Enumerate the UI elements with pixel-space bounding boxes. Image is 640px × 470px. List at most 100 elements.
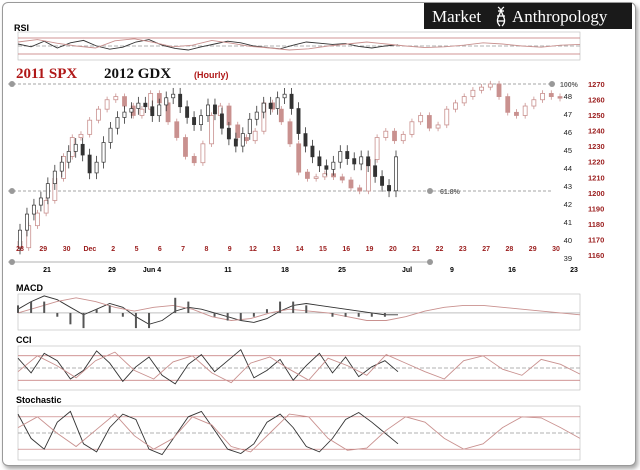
top-date-label: 15 <box>319 246 327 253</box>
gdx-candle-body <box>380 176 385 186</box>
bottom-date-label: 29 <box>108 267 116 274</box>
gdx-candle-body <box>59 161 64 172</box>
gdx-candle-body <box>52 170 57 185</box>
spx-candle-body <box>305 171 310 179</box>
spx-candle-body <box>69 137 75 157</box>
logo-background <box>424 3 632 29</box>
gdx-candle-body <box>73 143 78 152</box>
chart-frame <box>2 2 636 466</box>
spx-candle-body <box>174 121 180 138</box>
top-date-label: 2 <box>111 246 115 253</box>
spx-candle-body <box>296 143 302 173</box>
gdx-candle-body <box>324 165 329 170</box>
top-date-label: 30 <box>552 246 560 253</box>
spx-candle-body <box>191 156 197 164</box>
spx-candle-body <box>165 102 171 123</box>
rsi-series-line <box>17 38 581 51</box>
gdx-candle-body <box>25 213 29 231</box>
cci-series-line <box>17 351 581 384</box>
top-date-label: 16 <box>342 246 350 253</box>
bottom-date-label: 18 <box>281 267 289 274</box>
spx-candle-body <box>104 99 110 110</box>
gdx-axis-label: 40 <box>564 236 572 245</box>
top-date-label: 19 <box>366 246 374 253</box>
spx-candle-body <box>313 176 319 179</box>
spx-candle-body <box>87 119 93 135</box>
bottom-date-label: 11 <box>224 267 232 274</box>
gdx-candle-body <box>199 115 203 125</box>
fib-level-label: 100% <box>560 82 579 89</box>
spx-candle-body <box>392 130 397 142</box>
spx-candle-body <box>548 93 554 97</box>
top-date-label: 30 <box>63 246 71 253</box>
spx-candle-body <box>278 108 284 123</box>
spx-candle-body <box>470 89 476 97</box>
bottom-date-label: 21 <box>43 267 51 274</box>
top-date-label: 20 <box>389 246 397 253</box>
spx-candle-body <box>78 133 84 138</box>
gdx-candle-body <box>268 102 273 109</box>
gdx-candle-body <box>233 138 238 147</box>
spx-candle-body <box>461 96 467 104</box>
top-date-label: 8 <box>204 246 208 253</box>
gdx-candle-body <box>122 111 127 118</box>
spx-candle-body <box>244 137 249 142</box>
gdx-candle-body <box>80 143 85 156</box>
top-date-label: 28 <box>505 246 513 253</box>
spx-candle-body <box>43 200 49 214</box>
spx-axis-label: 1170 <box>588 235 604 244</box>
gdx-axis-label: 43 <box>564 182 572 191</box>
macd-series-line <box>17 297 581 321</box>
gdx-candle-body <box>226 127 231 140</box>
bottom-date-label: 23 <box>570 267 578 274</box>
gdx-candle-body <box>296 108 301 134</box>
spx-axis-label: 1190 <box>588 204 604 213</box>
gdx-candle-body <box>387 185 391 192</box>
spx-candle-body <box>453 102 458 110</box>
gdx-candle-body <box>282 93 287 99</box>
gdx-candle-body <box>45 183 50 199</box>
spx-candle-body <box>496 83 502 97</box>
top-date-label: 21 <box>412 246 420 253</box>
top-date-label: 14 <box>296 246 304 253</box>
spx-candle-body <box>113 96 119 101</box>
gdx-candle-body <box>115 117 120 129</box>
gdx-candle-body <box>157 104 162 117</box>
spx-axis-label: 1250 <box>588 111 605 120</box>
macd-title: MACD <box>16 283 43 293</box>
gdx-candle-body <box>101 142 106 163</box>
spx-candle-body <box>426 115 432 129</box>
spx-candle-body <box>139 108 145 116</box>
spx-candle-body <box>514 111 519 116</box>
spx-candle-body <box>200 143 206 164</box>
gdx-candle-body <box>31 204 36 215</box>
gdx-candle-body <box>164 97 169 106</box>
gdx-candle-body <box>206 104 210 117</box>
spx-candle-body <box>418 115 424 123</box>
gdx-axis-label: 42 <box>564 200 572 209</box>
price-panel <box>17 80 563 255</box>
gdx-candle-body <box>394 156 398 192</box>
gdx-candle-body <box>150 106 155 117</box>
spx-axis-label: 1210 <box>588 173 605 182</box>
gdx-candle-body <box>87 154 92 174</box>
spx-candle-body <box>339 176 345 181</box>
spx-candle-body <box>95 108 101 121</box>
gdx-candle-body <box>38 197 43 206</box>
dna-helix-icon <box>496 6 506 27</box>
gdx-candle-body <box>108 127 113 143</box>
spx-candle-body <box>383 130 389 138</box>
macd-series-line <box>17 295 398 325</box>
spx-candle-body <box>183 137 188 157</box>
top-date-label: 22 <box>436 246 444 253</box>
bottom-date-label: Jul <box>402 267 412 274</box>
gdx-axis-label: 46 <box>564 128 572 137</box>
top-date-label: 9 <box>228 246 232 253</box>
spx-axis-label: 1220 <box>588 158 605 167</box>
level-handle <box>9 188 15 195</box>
rsi-title: RSI <box>14 23 29 33</box>
gdx-candle-body <box>275 97 280 109</box>
macd-panel <box>17 295 581 329</box>
stochastic-title: Stochastic <box>16 395 62 405</box>
gdx-axis-label: 47 <box>564 110 572 119</box>
